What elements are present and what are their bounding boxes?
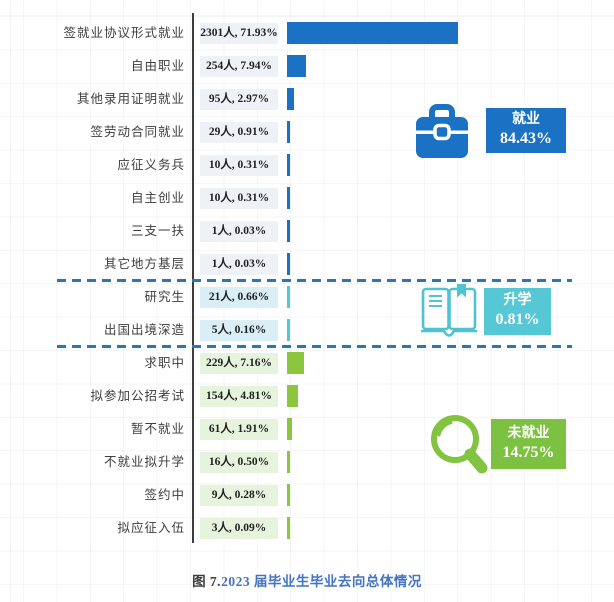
value-label: 29人, 0.91%: [200, 121, 278, 143]
bar: [287, 484, 290, 506]
bar: [287, 253, 290, 275]
bar: [287, 220, 290, 242]
value-label: 1人, 0.03%: [200, 253, 278, 275]
bar: [287, 22, 459, 44]
chart-row: 签就业协议形式就业 2301人, 71.93%: [0, 22, 614, 44]
category-label: 其他录用证明就业: [76, 92, 185, 106]
value-label: 16人, 0.50%: [200, 451, 278, 473]
open-book-icon: [421, 284, 477, 337]
magnifier-icon: [431, 415, 488, 474]
value-label: 9人, 0.28%: [200, 484, 278, 506]
bar: [287, 88, 295, 110]
chart-row: 拟参加公招考试 154人, 4.81%: [0, 385, 614, 407]
chart-row: 其它地方基层 1人, 0.03%: [0, 253, 614, 275]
bar: [287, 286, 290, 308]
category-label: 暂不就业: [130, 422, 185, 436]
employment-badge: 就业 84.43%: [486, 108, 566, 153]
figure-caption-prefix: 图 7.: [192, 574, 222, 589]
bar: [287, 418, 292, 440]
bar: [287, 187, 290, 209]
category-label: 签就业协议形式就业: [63, 26, 185, 40]
category-label: 签约中: [144, 488, 185, 502]
bar: [287, 319, 290, 341]
category-label: 求职中: [144, 356, 185, 370]
unemployed-badge-label: 未就业: [507, 425, 550, 441]
category-label: 其它地方基层: [103, 257, 185, 271]
figure-caption-text: 2023 届毕业生毕业去向总体情况: [221, 574, 422, 589]
value-label: 95人, 2.97%: [200, 88, 278, 110]
bar: [287, 517, 290, 539]
employment-badge-label: 就业: [512, 112, 540, 127]
category-label: 应征义务兵: [117, 158, 185, 172]
chart-row: 自主创业 10人, 0.31%: [0, 187, 614, 209]
value-label: 254人, 7.94%: [200, 55, 278, 77]
value-label: 5人, 0.16%: [200, 319, 278, 341]
value-label: 154人, 4.81%: [200, 385, 278, 407]
chart-row: 暂不就业 61人, 1.91%: [0, 418, 614, 440]
value-label: 10人, 0.31%: [200, 187, 278, 209]
further-study-badge: 升学 0.81%: [484, 288, 551, 335]
value-label: 61人, 1.91%: [200, 418, 278, 440]
bar: [287, 385, 299, 407]
category-axis-line: [192, 13, 194, 543]
value-label: 1人, 0.03%: [200, 220, 278, 242]
employment-badge-percent: 84.43%: [500, 130, 552, 148]
bar: [287, 451, 290, 473]
bar: [287, 154, 290, 176]
value-label: 10人, 0.31%: [200, 154, 278, 176]
chart-row: 拟应征入伍 3人, 0.09%: [0, 517, 614, 539]
value-label: 2301人, 71.93%: [200, 22, 278, 44]
category-label: 签劳动合同就业: [90, 125, 185, 139]
bar: [287, 121, 290, 143]
briefcase-icon: [416, 104, 468, 158]
value-label: 229人, 7.16%: [200, 352, 278, 374]
chart-row: 签约中 9人, 0.28%: [0, 484, 614, 506]
further-study-badge-percent: 0.81%: [495, 311, 540, 329]
bar: [287, 55, 306, 77]
category-label: 不就业拟升学: [103, 455, 185, 469]
category-label: 出国出境深造: [103, 323, 185, 337]
category-label: 自主创业: [130, 191, 185, 205]
bar: [287, 352, 305, 374]
chart-row: 自由职业 254人, 7.94%: [0, 55, 614, 77]
category-label: 三支一扶: [130, 224, 185, 238]
unemployed-badge: 未就业 14.75%: [491, 419, 566, 469]
chart-row: 求职中 229人, 7.16%: [0, 352, 614, 374]
further-study-badge-label: 升学: [503, 293, 532, 308]
chart-row: 出国出境深造 5人, 0.16%: [0, 319, 614, 341]
figure-caption: 图 7.2023 届毕业生毕业去向总体情况: [0, 570, 614, 590]
chart-row: 研究生 21人, 0.66%: [0, 286, 614, 308]
chart-row: 其他录用证明就业 95人, 2.97%: [0, 88, 614, 110]
category-label: 自由职业: [130, 59, 185, 73]
chart-row: 应征义务兵 10人, 0.31%: [0, 154, 614, 176]
value-label: 3人, 0.09%: [200, 517, 278, 539]
category-label: 拟应征入伍: [117, 521, 185, 535]
category-label: 拟参加公招考试: [90, 389, 185, 403]
category-label: 研究生: [144, 290, 185, 304]
value-label: 21人, 0.66%: [200, 286, 278, 308]
section-separator-study-unemployed: [57, 345, 572, 348]
unemployed-badge-percent: 14.75%: [502, 443, 555, 461]
section-separator-employment-study: [57, 279, 572, 282]
chart-row: 三支一扶 1人, 0.03%: [0, 220, 614, 242]
chart-row: 签劳动合同就业 29人, 0.91%: [0, 121, 614, 143]
chart-row: 不就业拟升学 16人, 0.50%: [0, 451, 614, 473]
